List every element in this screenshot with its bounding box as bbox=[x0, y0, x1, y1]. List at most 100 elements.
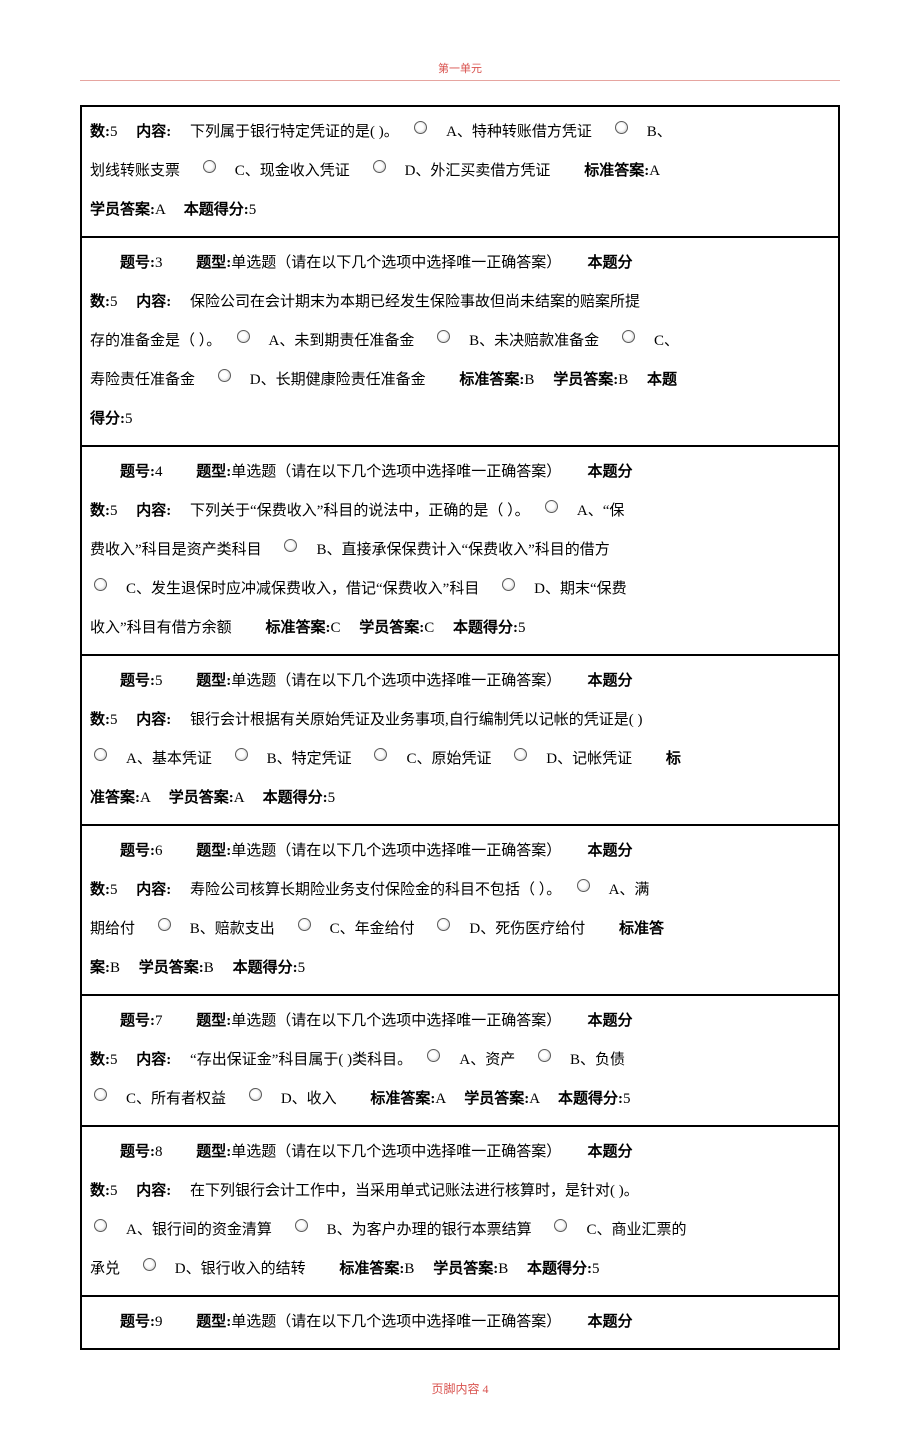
radio-icon[interactable] bbox=[218, 369, 231, 382]
qno-label: 题号: bbox=[120, 255, 155, 271]
qtype-label: 题型: bbox=[196, 255, 231, 271]
radio-icon[interactable] bbox=[502, 578, 515, 591]
qno-label: 题号: bbox=[120, 843, 155, 859]
score-label: 本题得分: bbox=[233, 960, 298, 976]
qno: 8 bbox=[155, 1144, 163, 1160]
footer-page: 4 bbox=[483, 1382, 489, 1396]
points-suffix: 数: bbox=[90, 294, 110, 310]
stu-answer: A bbox=[234, 790, 244, 806]
option-d: D、记帐凭证 bbox=[546, 751, 632, 767]
radio-icon[interactable] bbox=[284, 539, 297, 552]
question-row: 题号:7 题型:单选题（请在以下几个选项中选择唯一正确答案） 本题分 数:5 内… bbox=[82, 996, 838, 1127]
radio-icon[interactable] bbox=[427, 1049, 440, 1062]
question-row: 题号:9 题型:单选题（请在以下几个选项中选择唯一正确答案） 本题分 bbox=[82, 1297, 838, 1350]
option-b: B、赔款支出 bbox=[190, 921, 275, 937]
stu-answer-label: 学员答案: bbox=[464, 1091, 529, 1107]
qtype-label: 题型: bbox=[196, 673, 231, 689]
radio-icon[interactable] bbox=[143, 1258, 156, 1271]
std-answer: A bbox=[649, 163, 659, 179]
radio-icon[interactable] bbox=[235, 748, 248, 761]
radio-icon[interactable] bbox=[298, 918, 311, 931]
stu-answer: B bbox=[498, 1261, 508, 1277]
stu-answer: C bbox=[424, 620, 434, 636]
qno: 9 bbox=[155, 1314, 163, 1330]
option-d: D、长期健康险责任准备金 bbox=[250, 372, 426, 388]
score-value: 5 bbox=[328, 790, 336, 806]
qtype-label: 题型: bbox=[196, 1144, 231, 1160]
option-c: C、原始凭证 bbox=[406, 751, 491, 767]
std-answer: B bbox=[404, 1261, 414, 1277]
content-label: 内容: bbox=[136, 712, 171, 728]
stu-answer: B bbox=[618, 372, 628, 388]
question-row: 题号:6 题型:单选题（请在以下几个选项中选择唯一正确答案） 本题分 数:5 内… bbox=[82, 826, 838, 996]
option-b: B、 bbox=[647, 124, 672, 140]
radio-icon[interactable] bbox=[437, 330, 450, 343]
question-row: 题号:3 题型:单选题（请在以下几个选项中选择唯一正确答案） 本题分 数:5 内… bbox=[82, 238, 838, 447]
option-d-cont: 收入”科目有借方余额 bbox=[90, 620, 232, 636]
radio-icon[interactable] bbox=[374, 748, 387, 761]
radio-icon[interactable] bbox=[437, 918, 450, 931]
score-label: 本题得分: bbox=[263, 790, 328, 806]
option-b: B、未决赔款准备金 bbox=[469, 333, 599, 349]
radio-icon[interactable] bbox=[514, 748, 527, 761]
radio-icon[interactable] bbox=[545, 500, 558, 513]
radio-icon[interactable] bbox=[373, 160, 386, 173]
radio-icon[interactable] bbox=[94, 748, 107, 761]
question-row: 数:5 内容: 下列属于银行特定凭证的是( )。 A、特种转账借方凭证 B、 划… bbox=[82, 107, 838, 238]
question-row: 题号:8 题型:单选题（请在以下几个选项中选择唯一正确答案） 本题分 数:5 内… bbox=[82, 1127, 838, 1297]
points-value: 5 bbox=[110, 1183, 118, 1199]
qno-label: 题号: bbox=[120, 1144, 155, 1160]
radio-icon[interactable] bbox=[615, 121, 628, 134]
points-prefix: 本题分 bbox=[588, 673, 633, 689]
qtype: 单选题（请在以下几个选项中选择唯一正确答案） bbox=[231, 673, 554, 689]
option-c: C、 bbox=[654, 333, 679, 349]
option-a: A、基本凭证 bbox=[126, 751, 212, 767]
qno: 3 bbox=[155, 255, 163, 271]
content-label: 内容: bbox=[136, 503, 171, 519]
radio-icon[interactable] bbox=[554, 1219, 567, 1232]
qno: 6 bbox=[155, 843, 163, 859]
score-value: 5 bbox=[592, 1261, 600, 1277]
qno-label: 题号: bbox=[120, 673, 155, 689]
std-answer-label: 标准答案: bbox=[584, 163, 649, 179]
radio-icon[interactable] bbox=[295, 1219, 308, 1232]
stu-answer: B bbox=[204, 960, 214, 976]
stu-answer: A bbox=[155, 202, 165, 218]
points-value: 5 bbox=[110, 124, 118, 140]
points-value: 5 bbox=[110, 1052, 118, 1068]
std-answer-label: 标准答案: bbox=[459, 372, 524, 388]
score-label: 本题得分: bbox=[558, 1091, 623, 1107]
radio-icon[interactable] bbox=[414, 121, 427, 134]
qtype: 单选题（请在以下几个选项中选择唯一正确答案） bbox=[231, 1144, 554, 1160]
radio-icon[interactable] bbox=[538, 1049, 551, 1062]
qtype-label: 题型: bbox=[196, 464, 231, 480]
content-label: 内容: bbox=[136, 1052, 171, 1068]
score-label: 本题得分: bbox=[184, 202, 249, 218]
std-answer-label: 标准答案: bbox=[265, 620, 330, 636]
radio-icon[interactable] bbox=[577, 879, 590, 892]
prompt-text: 在下列银行会计工作中，当采用单式记账法进行核算时，是针对( )。 bbox=[190, 1183, 639, 1199]
radio-icon[interactable] bbox=[158, 918, 171, 931]
radio-icon[interactable] bbox=[94, 578, 107, 591]
radio-icon[interactable] bbox=[237, 330, 250, 343]
radio-icon[interactable] bbox=[94, 1219, 107, 1232]
stu-answer-label: 学员答案: bbox=[359, 620, 424, 636]
qno: 7 bbox=[155, 1013, 163, 1029]
prompt-text: 保险公司在会计期末为本期已经发生保险事故但尚未结案的赔案所提 bbox=[190, 294, 640, 310]
prompt-text: 下列属于银行特定凭证的是( )。 bbox=[190, 124, 391, 140]
radio-icon[interactable] bbox=[94, 1088, 107, 1101]
radio-icon[interactable] bbox=[249, 1088, 262, 1101]
option-b: B、负债 bbox=[570, 1052, 625, 1068]
score-value: 5 bbox=[518, 620, 526, 636]
radio-icon[interactable] bbox=[622, 330, 635, 343]
std-answer: B bbox=[110, 960, 120, 976]
qtype-label: 题型: bbox=[196, 1314, 231, 1330]
header-rule bbox=[80, 80, 840, 81]
points-suffix: 数: bbox=[90, 503, 110, 519]
qtype: 单选题（请在以下几个选项中选择唯一正确答案） bbox=[231, 843, 554, 859]
points-prefix: 本题分 bbox=[588, 843, 633, 859]
points-prefix: 本题分 bbox=[588, 1144, 633, 1160]
radio-icon[interactable] bbox=[203, 160, 216, 173]
points-value: 5 bbox=[110, 503, 118, 519]
option-a: A、银行间的资金清算 bbox=[126, 1222, 272, 1238]
